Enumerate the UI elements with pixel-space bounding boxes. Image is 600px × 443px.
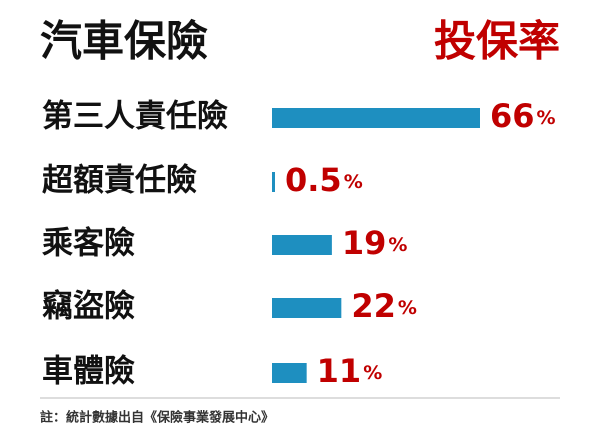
category-label: 車體險 — [42, 354, 135, 390]
chart-subtitle: 投保率 — [434, 17, 560, 66]
value-unit: % — [344, 171, 363, 193]
value-number: 19 — [342, 224, 387, 262]
value-unit: % — [363, 362, 382, 384]
value-number: 0.5 — [285, 161, 342, 199]
chart-title: 汽車保險 — [40, 17, 208, 66]
bar — [272, 108, 480, 128]
value-number: 22 — [351, 287, 396, 325]
category-label: 乘客險 — [42, 226, 135, 262]
bar — [272, 363, 307, 383]
note: 註：統計數據出自《保險事業發展中心》 — [40, 410, 274, 426]
value-label: 0.5% — [285, 161, 363, 199]
value-label: 22% — [351, 287, 417, 325]
bar — [272, 298, 342, 318]
value-label: 11% — [317, 352, 383, 390]
value-label: 66% — [490, 97, 556, 135]
value-unit: % — [537, 107, 556, 129]
bar — [272, 235, 332, 255]
value-number: 11 — [317, 352, 362, 390]
category-label: 第三人責任險 — [42, 99, 228, 135]
value-unit: % — [388, 234, 407, 256]
value-unit: % — [398, 297, 417, 319]
value-number: 66 — [490, 97, 535, 135]
category-label: 超額責任險 — [42, 163, 197, 199]
category-label: 竊盜險 — [42, 289, 135, 325]
bar — [272, 172, 275, 192]
value-label: 19% — [342, 224, 408, 262]
